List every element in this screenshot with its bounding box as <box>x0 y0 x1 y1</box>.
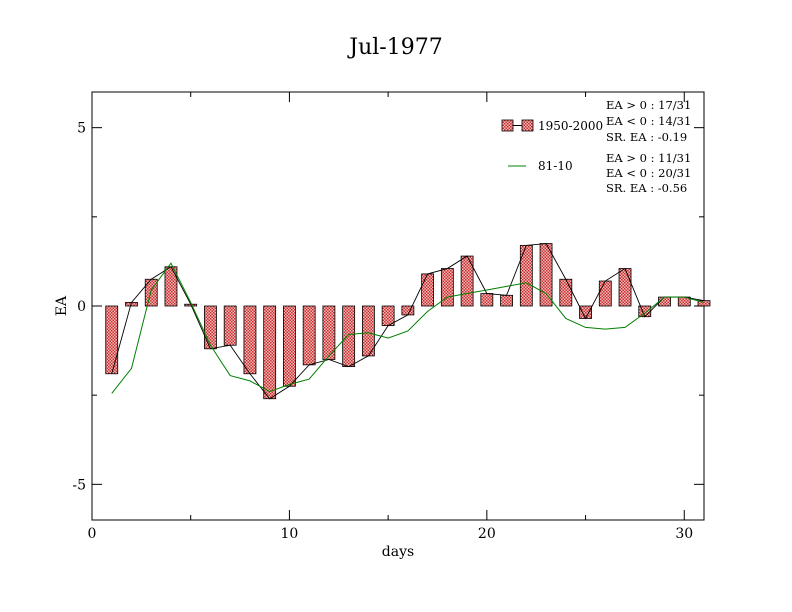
stat-1950-2000-sr: SR. EA : -0.19 <box>606 130 687 144</box>
y-axis-label: EA <box>54 295 70 316</box>
bar-day-1 <box>105 305 119 375</box>
bar-day-17 <box>421 273 435 307</box>
chart-title: Jul-1977 <box>347 35 442 60</box>
bar-day-13 <box>342 305 356 368</box>
bar-day-22 <box>519 244 533 307</box>
line-layer <box>111 262 705 394</box>
bar-day-25 <box>579 305 592 319</box>
bar-day-16 <box>401 305 415 316</box>
y-tick-label-5: 5 <box>77 121 86 137</box>
bar-day-7 <box>223 305 237 346</box>
bar-day-6 <box>204 305 217 350</box>
x-axis-label: days <box>382 544 414 560</box>
x-tick-label-20: 20 <box>478 526 496 542</box>
ticks-layer: 0 10 20 30 -5 0 5 <box>72 92 704 542</box>
bar-day-14 <box>361 305 375 357</box>
stat-1950-2000-negative: EA < 0 : 14/31 <box>606 114 691 128</box>
x-tick-label-30: 30 <box>675 526 693 542</box>
bar-day-27 <box>618 268 632 307</box>
bar-day-8 <box>243 305 257 375</box>
y-tick-label--5: -5 <box>72 477 86 493</box>
legend-bar-swatch-left <box>501 119 514 132</box>
bar-day-3 <box>144 278 158 307</box>
stat-1950-2000-positive: EA > 0 : 17/31 <box>606 98 691 112</box>
stat-81-10-sr: SR. EA : -0.56 <box>606 181 687 195</box>
stat-81-10-negative: EA < 0 : 20/31 <box>606 166 691 180</box>
x-tick-label-10: 10 <box>281 526 299 542</box>
bars-layer <box>105 243 711 400</box>
bar-day-26 <box>598 280 612 307</box>
bar-day-10 <box>283 305 296 387</box>
bar-day-24 <box>559 278 573 307</box>
legend-label-1950-2000: 1950-2000 <box>538 119 603 133</box>
bar-day-15 <box>381 305 395 327</box>
bar-day-20 <box>480 293 494 307</box>
y-tick-label-0: 0 <box>77 299 86 315</box>
bar-day-23 <box>539 243 553 307</box>
bar-connector-layer <box>111 243 705 400</box>
legend-label-81-10: 81-10 <box>538 159 573 173</box>
bar-day-21 <box>500 294 513 307</box>
series-line-81-10 <box>111 262 705 394</box>
bar-day-9 <box>263 305 277 400</box>
stat-81-10-positive: EA > 0 : 11/31 <box>606 151 691 165</box>
bar-day-11 <box>302 305 316 366</box>
legend-bar-swatch-right <box>521 119 534 132</box>
x-tick-label-0: 0 <box>88 526 97 542</box>
series-line-1950-2000 <box>111 243 705 400</box>
legend: 1950-2000 81-10 EA > 0 : 17/31 EA < 0 : … <box>501 98 691 195</box>
